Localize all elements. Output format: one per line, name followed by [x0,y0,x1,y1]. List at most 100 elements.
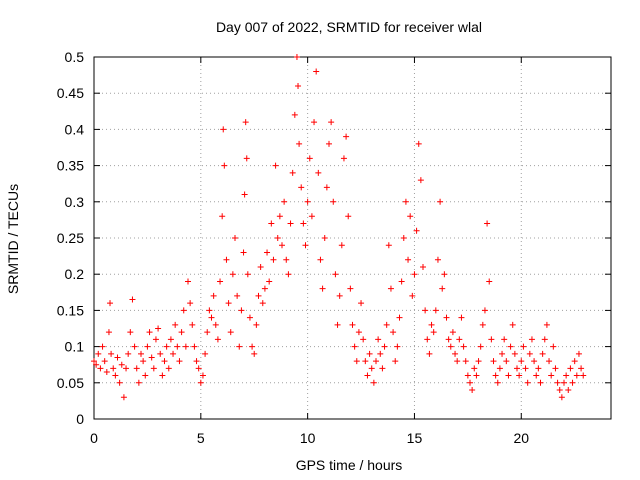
data-point [172,321,179,328]
data-point [257,263,264,270]
data-point [334,321,341,328]
data-point [338,242,345,249]
data-point [379,365,386,372]
data-point [251,350,258,357]
data-point [142,372,149,379]
data-point [283,256,290,263]
data-point [484,220,491,227]
data-point [108,350,115,357]
data-point [261,285,268,292]
data-point [469,387,476,394]
data-point [157,350,164,357]
data-point [575,350,582,357]
data-point [434,256,441,263]
data-point [432,307,439,314]
data-point [447,343,454,350]
data-point [204,329,211,336]
data-point [340,155,347,162]
data-point [409,292,416,299]
data-point [360,336,367,343]
data-point [454,358,461,365]
data-point [279,242,285,249]
data-point [317,256,324,263]
y-axis-label: SRMTID / TECUs [5,184,21,294]
data-point [383,321,390,328]
data-point [490,358,497,365]
data-point [170,350,177,357]
data-point [289,169,296,176]
data-point [264,249,271,256]
plot-frame [93,56,612,420]
data-point [165,365,172,372]
grid [94,57,611,419]
data-point [107,300,114,307]
data-point [475,358,482,365]
data-point [417,177,424,184]
y-tick-label: 0.35 [57,158,84,174]
data-point [219,213,226,220]
data-point [400,235,407,241]
data-point [464,372,471,379]
data-point [155,325,162,332]
data-point [537,379,544,386]
data-point [381,343,388,350]
data-point [345,213,352,220]
data-point [238,307,245,314]
data-point [232,235,238,241]
data-point [210,292,217,299]
data-point [114,354,121,361]
data-point [243,155,250,162]
data-point [152,336,159,343]
data-point [422,307,429,314]
data-point [511,350,518,357]
data-point [567,365,574,372]
data-point [148,354,155,361]
data-point [306,155,313,162]
data-point [467,379,473,386]
data-point [355,329,362,336]
data-point [411,271,418,278]
data-point [140,358,147,365]
data-point [234,292,241,299]
data-point [319,285,326,292]
data-point [561,379,567,386]
data-point [217,278,224,285]
x-tick-label: 15 [407,430,423,446]
data-point [552,365,559,372]
data-point [368,365,375,372]
data-point [287,220,294,227]
axis-ticks: 0 0.05 0.1 0.15 0.2 0.25 0.3 0.35 0.4 0.45 0.5 0 5 10… [57,49,611,446]
data-point [496,365,503,372]
data-points [91,54,587,401]
data-point [220,126,227,133]
data-point [488,336,495,343]
data-point [550,343,557,350]
y-tick-label: 0.05 [57,375,84,391]
data-point [236,343,243,350]
y-tick-label: 0.1 [65,339,85,355]
data-point [127,329,134,336]
data-point [214,336,221,343]
data-point [426,350,433,357]
data-point [358,300,365,307]
data-point [569,379,576,386]
data-point [370,379,377,386]
data-point [276,213,283,220]
data-point [458,314,465,321]
data-point [377,350,384,357]
data-point [240,249,247,256]
data-point [573,372,580,379]
data-point [543,321,550,328]
data-point [351,343,358,350]
data-point [375,336,382,343]
data-point [298,184,305,191]
data-point [402,198,409,205]
data-point [110,365,117,372]
data-point [522,365,529,372]
data-point [163,343,170,350]
data-point [392,358,399,365]
data-point [494,379,501,386]
data-point [195,365,202,372]
data-point [212,321,219,328]
data-point [208,314,215,321]
